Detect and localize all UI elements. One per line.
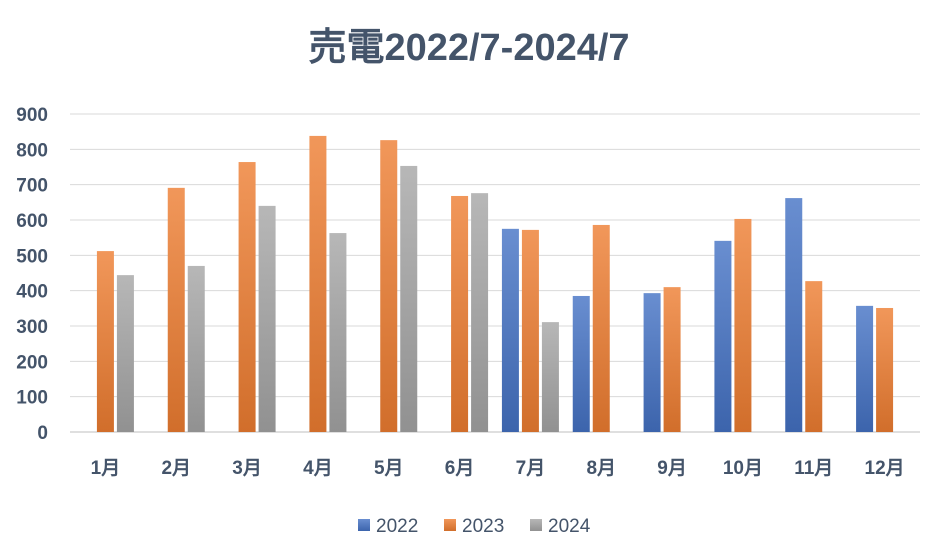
bar-2022-10月: [714, 240, 732, 432]
x-tick-label: 3月: [232, 458, 262, 479]
bar-2023-12月: [876, 307, 894, 432]
y-tick-label: 400: [16, 282, 48, 303]
x-tick-label: 7月: [516, 458, 546, 479]
bar-2024-5月: [400, 165, 418, 432]
bar-2022-9月: [643, 293, 661, 432]
bar-2024-6月: [471, 193, 489, 432]
bar-2024-7月: [541, 322, 559, 432]
legend-label: 2022: [376, 516, 418, 537]
x-tick-label: 8月: [586, 458, 616, 479]
y-tick-label: 900: [16, 105, 48, 126]
x-tick-label: 5月: [374, 458, 404, 479]
bar-2024-3月: [258, 205, 276, 432]
bar-2023-3月: [238, 162, 256, 432]
x-tick-label: 9月: [657, 458, 687, 479]
y-tick-label: 600: [16, 211, 48, 232]
bar-2024-4月: [329, 233, 347, 432]
bar-2023-9月: [663, 287, 681, 432]
y-tick-label: 300: [16, 317, 48, 338]
bar-2023-5月: [380, 140, 398, 432]
bar-2023-2月: [167, 187, 185, 432]
legend-label: 2023: [462, 516, 504, 537]
bar-2022-7月: [501, 228, 519, 432]
bar-2022-11月: [785, 198, 803, 432]
bar-2024-1月: [116, 275, 134, 432]
legend-swatch: [444, 519, 456, 531]
y-tick-label: 800: [16, 140, 48, 161]
legend-swatch: [530, 519, 542, 531]
bar-2022-12月: [856, 305, 874, 432]
bar-2023-11月: [805, 281, 823, 432]
x-tick-label: 10月: [723, 458, 763, 479]
x-tick-label: 2月: [161, 458, 191, 479]
x-tick-label: 12月: [865, 458, 905, 479]
x-tick-label: 11月: [794, 458, 833, 479]
chart-title: 売電2022/7-2024/7: [308, 27, 629, 69]
bar-2023-7月: [521, 229, 539, 432]
y-tick-label: 700: [16, 176, 48, 197]
y-tick-label: 500: [16, 246, 48, 267]
bar-2023-6月: [451, 195, 469, 432]
x-tick-label: 1月: [91, 458, 121, 479]
bar-2023-4月: [309, 135, 327, 432]
y-tick-label: 100: [16, 388, 48, 409]
bar-2024-2月: [187, 265, 205, 432]
bar-2022-8月: [572, 295, 590, 432]
y-tick-label: 0: [37, 423, 48, 444]
bar-2023-1月: [96, 251, 114, 432]
legend-swatch: [358, 519, 370, 531]
legend-label: 2024: [548, 516, 591, 537]
bar-2023-8月: [592, 224, 610, 432]
x-tick-label: 6月: [445, 458, 475, 479]
bar-2023-10月: [734, 218, 752, 432]
y-tick-label: 200: [16, 352, 48, 373]
x-tick-label: 4月: [303, 458, 333, 479]
